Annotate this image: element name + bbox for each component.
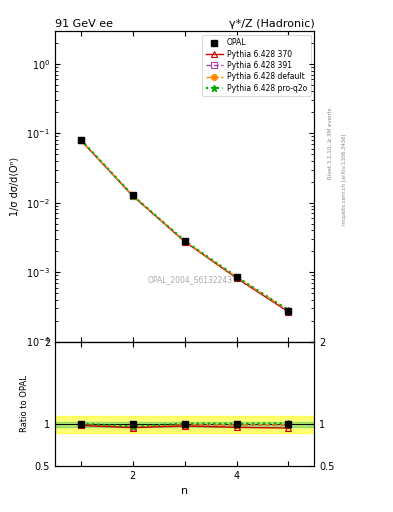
Bar [55,416,314,433]
Text: mcplots.cern.ch [arXiv:1306.3436]: mcplots.cern.ch [arXiv:1306.3436] [342,134,347,225]
Text: OPAL_2004_S6132243: OPAL_2004_S6132243 [147,275,233,284]
X-axis label: n: n [181,486,188,496]
Text: Rivet 3.1.10, ≥ 3M events: Rivet 3.1.10, ≥ 3M events [328,108,333,179]
Y-axis label: Ratio to OPAL: Ratio to OPAL [20,375,29,432]
Bar [55,422,314,427]
Legend: OPAL, Pythia 6.428 370, Pythia 6.428 391, Pythia 6.428 default, Pythia 6.428 pro: OPAL, Pythia 6.428 370, Pythia 6.428 391… [202,34,310,96]
Y-axis label: 1/σ dσ/d⟨Oⁿ⟩: 1/σ dσ/d⟨Oⁿ⟩ [10,157,20,216]
Text: 91 GeV ee: 91 GeV ee [55,18,113,29]
Text: γ*/Z (Hadronic): γ*/Z (Hadronic) [229,18,314,29]
